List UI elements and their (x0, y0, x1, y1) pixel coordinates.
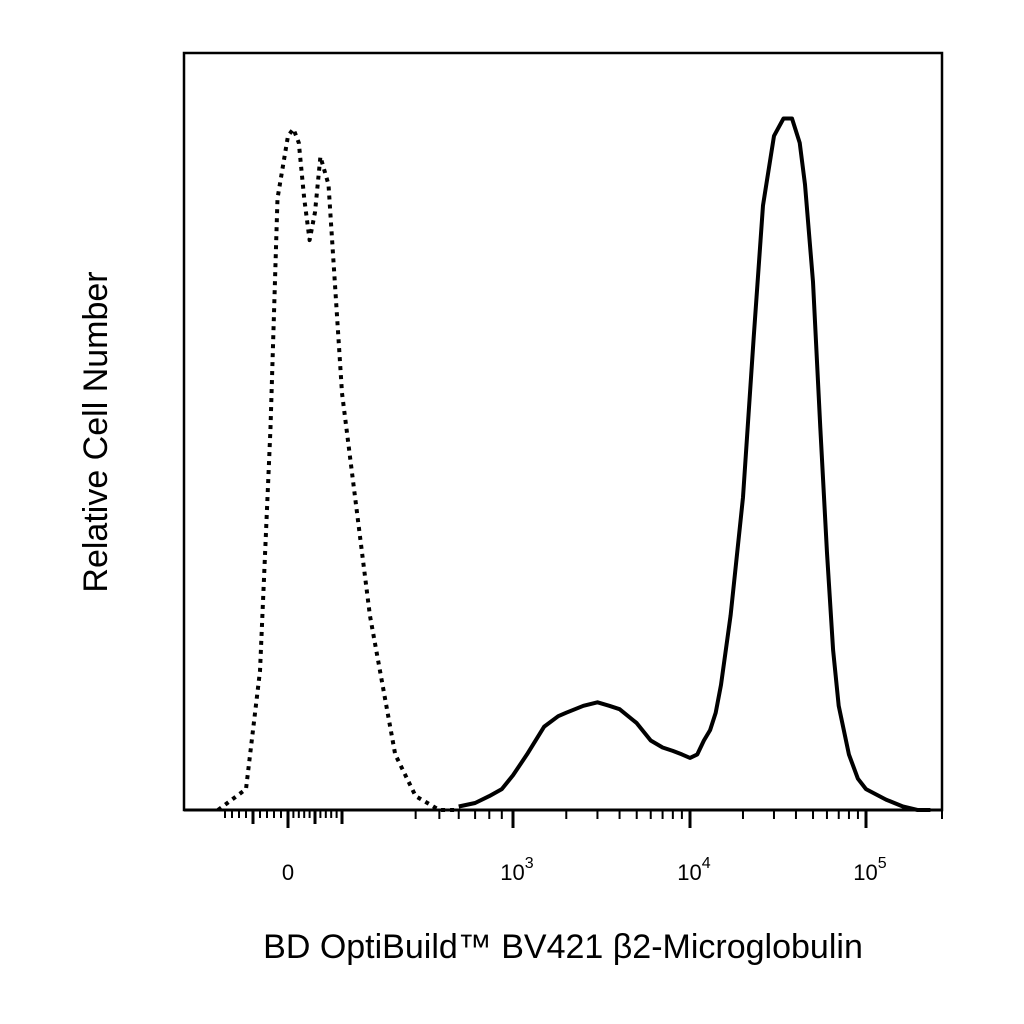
stained-histogram-line (458, 116, 931, 812)
x-axis-tick-labels: 0 103 104 105 (282, 855, 887, 885)
isotype-control-histogram-line (216, 126, 459, 812)
x-tick-label: 0 (282, 860, 294, 885)
y-axis-title: Relative Cell Number (77, 271, 115, 592)
x-axis-title: BD OptiBuild™ BV421 β2-Microglobulin (263, 928, 863, 966)
plot-frame (182, 51, 944, 812)
x-tick-label: 103 (500, 855, 533, 885)
x-tick-label: 105 (853, 855, 886, 885)
x-tick-label: 104 (677, 855, 710, 885)
x-axis-ticks (224, 810, 943, 828)
histogram-series (216, 116, 931, 812)
